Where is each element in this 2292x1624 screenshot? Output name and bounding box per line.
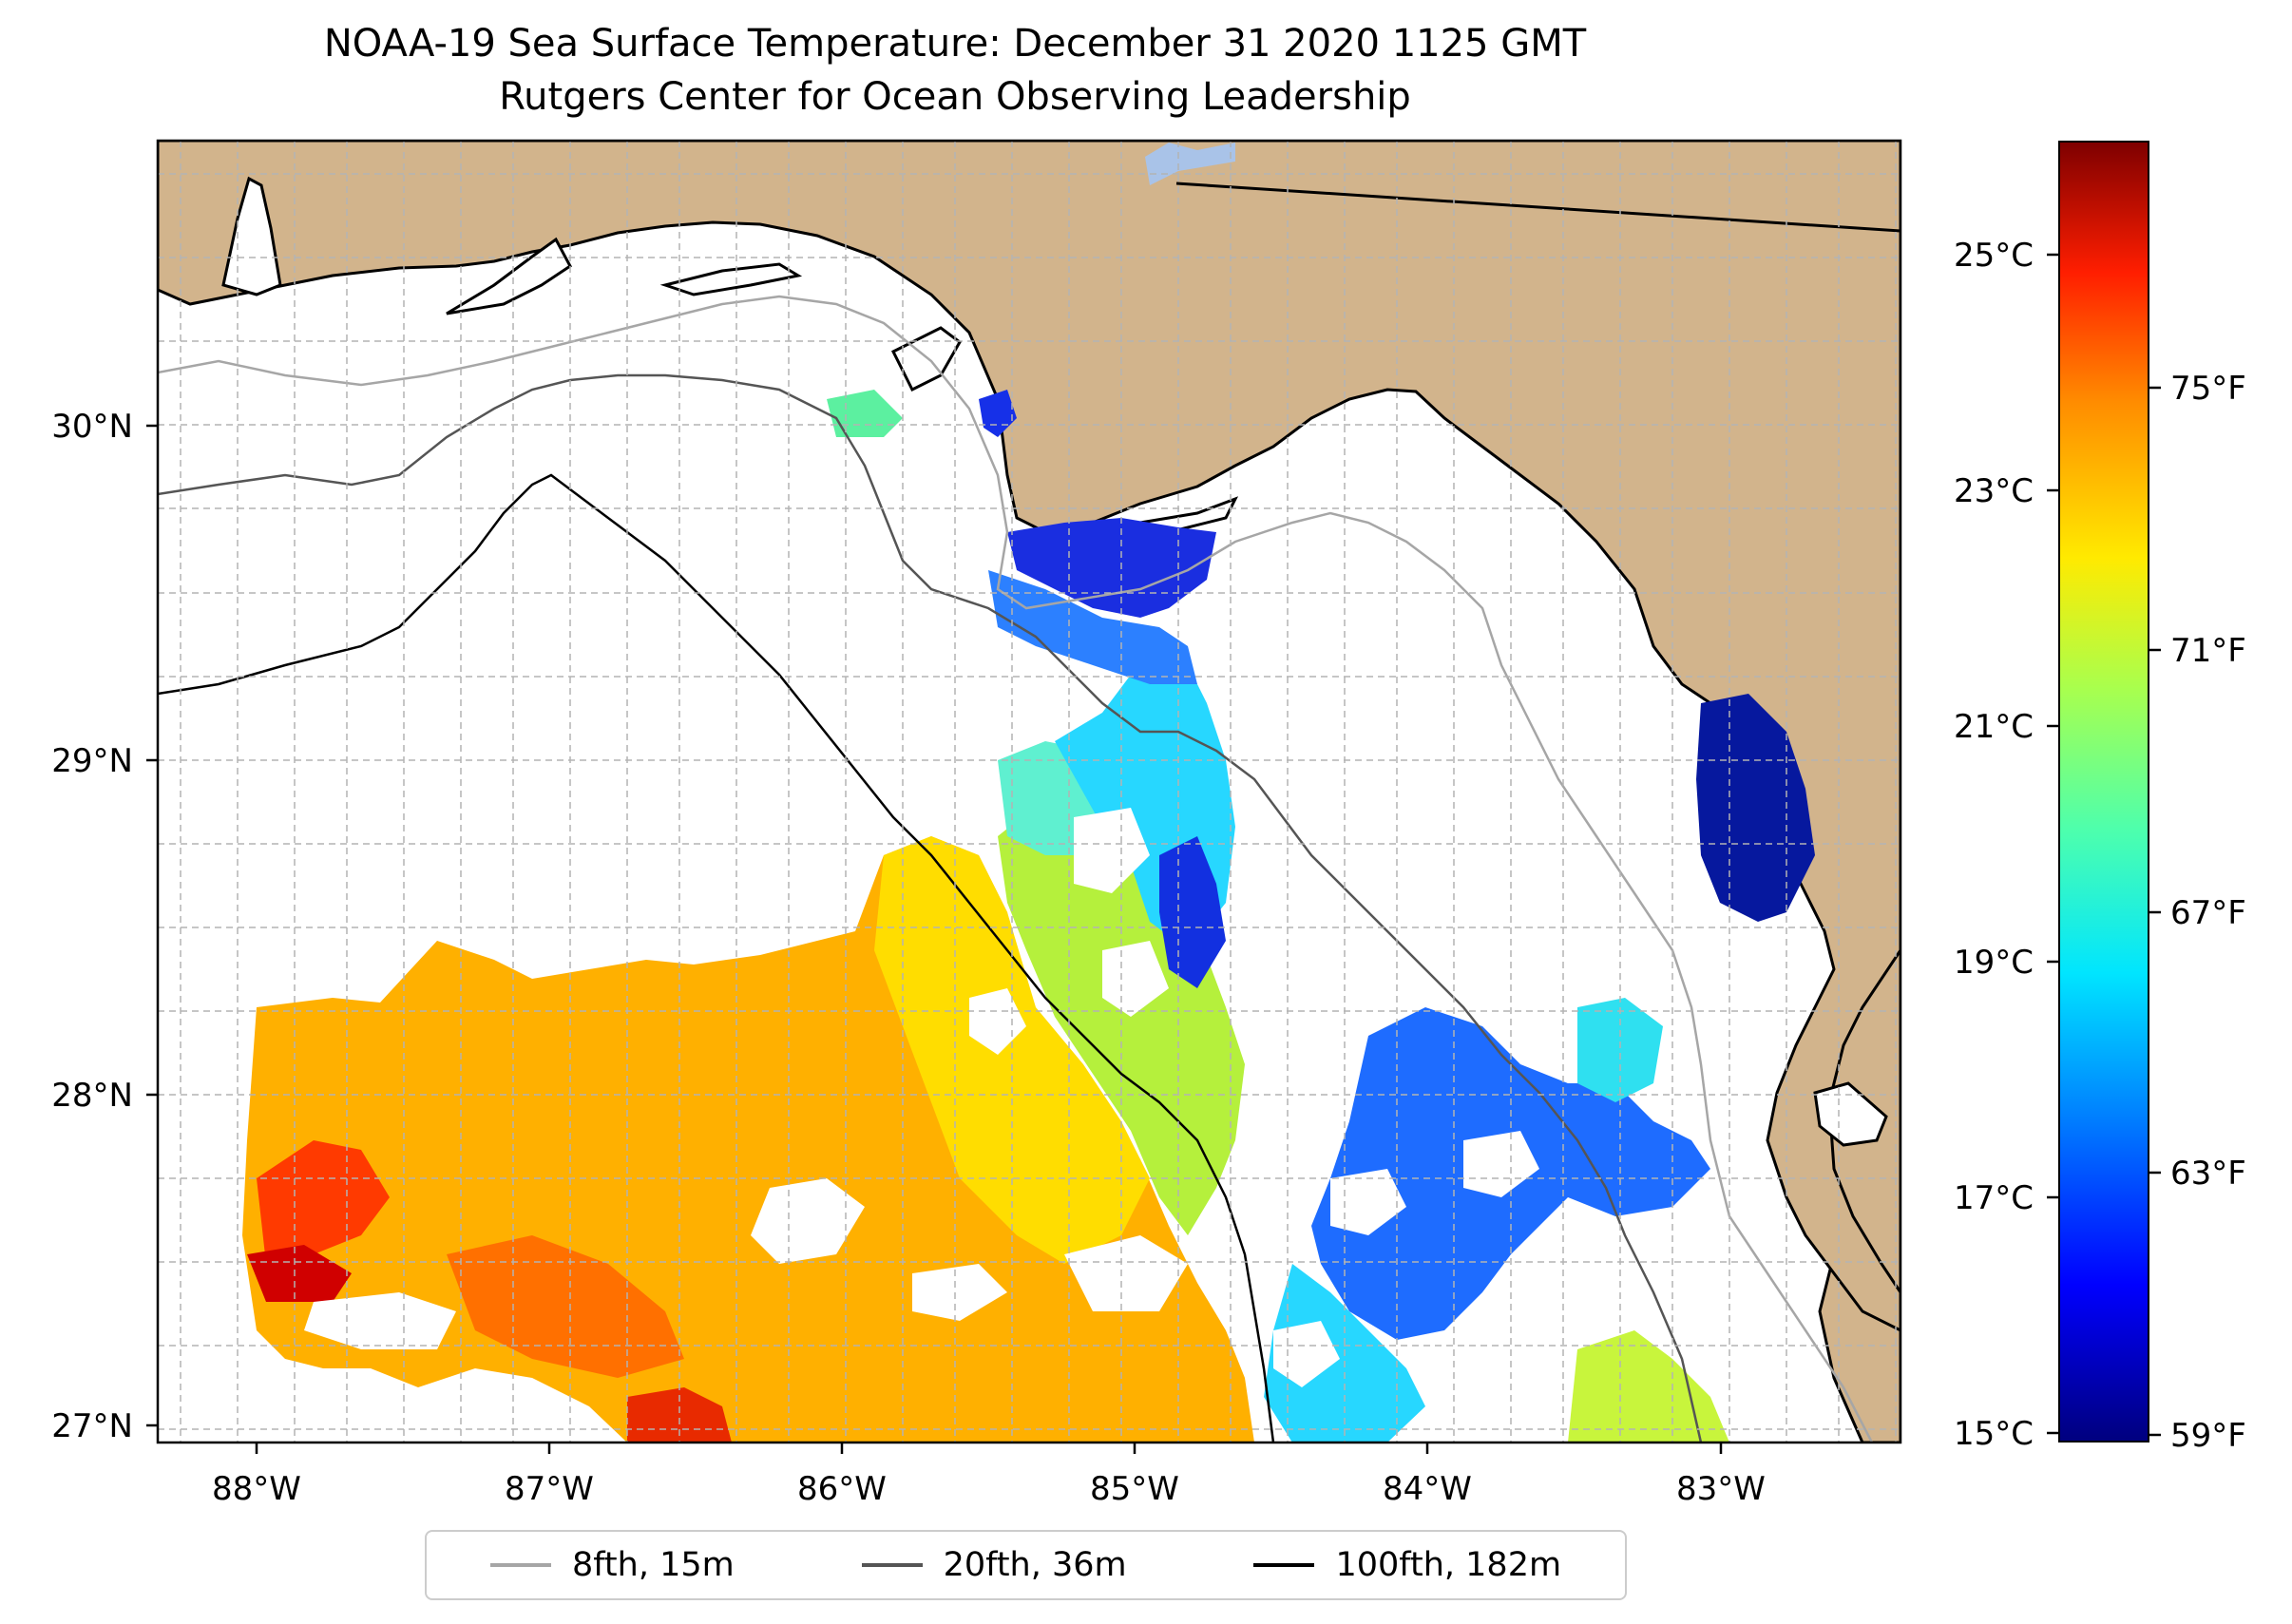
- legend-line-100fth: [1253, 1563, 1315, 1567]
- lon-label-83w: 83°W: [1676, 1470, 1766, 1508]
- sst-data: [242, 390, 1815, 1442]
- cbar-label-25c: 25°C: [1954, 237, 2034, 275]
- colorbar: [2058, 141, 2149, 1442]
- chart-subtitle: Rutgers Center for Ocean Observing Leade…: [499, 75, 1411, 119]
- lon-label-87w: 87°W: [505, 1470, 594, 1508]
- cbar-label-17c: 17°C: [1954, 1179, 2034, 1217]
- legend-label-20fth: 20fth, 36m: [943, 1546, 1127, 1584]
- cloud-gaps: [304, 808, 1539, 1387]
- legend-label-100fth: 100fth, 182m: [1335, 1546, 1562, 1584]
- lat-label-28n: 28°N: [51, 1077, 133, 1115]
- legend-item-20fth: 20fth, 36m: [861, 1546, 1127, 1584]
- legend-line-20fth: [861, 1563, 923, 1567]
- legend-line-8fth: [489, 1563, 551, 1567]
- axis-ticks: [146, 424, 1723, 1454]
- legend-item-8fth: 8fth, 15m: [489, 1546, 735, 1584]
- mobile-bay: [221, 176, 282, 296]
- lon-label-86w: 86°W: [797, 1470, 887, 1508]
- cbar-label-21c: 21°C: [1954, 708, 2034, 746]
- choctawhatchee-bay: [659, 262, 803, 296]
- contour-20fth: [158, 373, 1703, 1442]
- lon-label-85w: 85°W: [1090, 1470, 1179, 1508]
- contour-100fth: [158, 473, 1275, 1442]
- cbar-label-71f: 71°F: [2170, 632, 2246, 670]
- chart-title: NOAA-19 Sea Surface Temperature: Decembe…: [323, 22, 1587, 66]
- tampa-bay: [1813, 1081, 1888, 1147]
- lat-label-30n: 30°N: [51, 408, 133, 446]
- legend-label-8fth: 8fth, 15m: [571, 1546, 735, 1584]
- cbar-label-63f: 63°F: [2170, 1155, 2246, 1193]
- legend: 8fth, 15m 20fth, 36m 100fth, 182m: [425, 1530, 1627, 1600]
- state-border: [1175, 182, 1900, 233]
- cbar-label-59f: 59°F: [2170, 1417, 2246, 1455]
- map-frame: [156, 139, 1902, 1444]
- cbar-label-15c: 15°C: [1954, 1415, 2034, 1453]
- lat-label-29n: 29°N: [51, 742, 133, 780]
- contour-8fth: [158, 295, 1874, 1442]
- lon-label-88w: 88°W: [212, 1470, 301, 1508]
- cbar-label-75f: 75°F: [2170, 370, 2246, 408]
- lat-label-27n: 27°N: [51, 1407, 133, 1445]
- lon-label-84w: 84°W: [1383, 1470, 1472, 1508]
- legend-item-100fth: 100fth, 182m: [1253, 1546, 1561, 1584]
- gridlines: [158, 141, 1900, 1442]
- cbar-label-67f: 67°F: [2170, 894, 2246, 932]
- colorbar-ticks: [2047, 253, 2161, 1437]
- cbar-label-19c: 19°C: [1954, 944, 2034, 982]
- cbar-label-23c: 23°C: [1954, 472, 2034, 510]
